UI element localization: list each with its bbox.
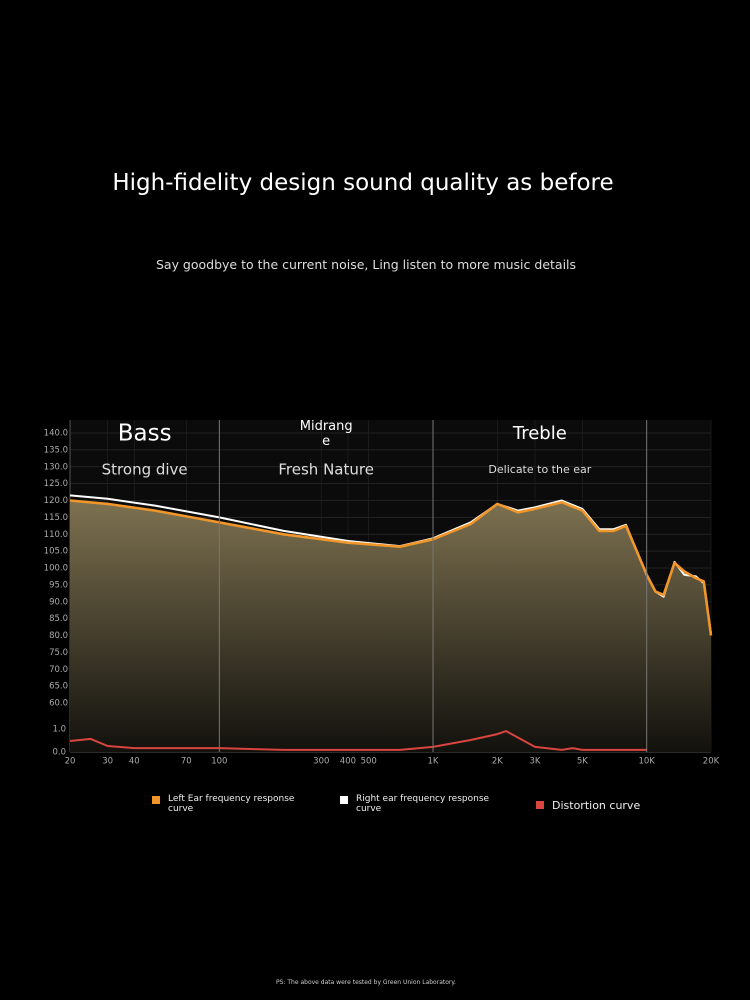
region-subtitle: Strong dive <box>102 461 188 479</box>
x-tick-label: 30 <box>102 757 113 767</box>
x-tick-label: 300 <box>313 757 329 767</box>
y-tick-label: 90.0 <box>49 597 68 607</box>
y-tick-label: 120.0 <box>44 496 68 506</box>
y-tick-label: 110.0 <box>44 530 68 540</box>
legend-swatch <box>152 796 160 804</box>
x-tick-label: 400 <box>340 757 356 767</box>
y2-tick-label: 0.0 <box>52 748 66 758</box>
y-tick-label: 70.0 <box>49 665 68 675</box>
x-tick-label: 40 <box>129 757 140 767</box>
y-tick-label: 135.0 <box>44 445 68 455</box>
y-tick-label: 115.0 <box>44 513 68 523</box>
subheadline: Say goodbye to the current noise, Ling l… <box>155 257 577 272</box>
x-tick-label: 5K <box>577 757 588 767</box>
legend-item: Left Ear frequency response curve <box>152 794 303 814</box>
x-tick-label: 20 <box>65 757 76 767</box>
legend-item: Distortion curve <box>536 799 662 812</box>
x-tick-label: 500 <box>361 757 377 767</box>
region-subtitle: Delicate to the ear <box>488 463 591 476</box>
series-line <box>69 730 647 751</box>
region-subtitle: Fresh Nature <box>278 461 374 479</box>
x-tick-label: 20K <box>703 757 720 767</box>
y-tick-label: 100.0 <box>44 564 68 574</box>
headline: High-fidelity design sound quality as be… <box>112 170 614 196</box>
y-tick-label: 130.0 <box>44 462 68 472</box>
y-tick-label: 60.0 <box>49 699 68 709</box>
region-title-line: e <box>322 434 330 449</box>
legend-item: Right ear frequency response curve <box>340 794 491 814</box>
y2-tick-label: 1.0 <box>52 725 66 735</box>
y-tick-label: 95.0 <box>49 580 68 590</box>
region-title: Bass <box>118 421 172 447</box>
y-tick-label: 140.0 <box>44 429 68 439</box>
y-tick-label: 65.0 <box>49 682 68 692</box>
x-tick-label: 1K <box>428 757 439 767</box>
region-title: Midrang e <box>300 419 353 449</box>
legend-label: Distortion curve <box>552 799 641 812</box>
legend-label: Right ear frequency response curve <box>356 794 490 814</box>
y-tick-label: 75.0 <box>49 648 68 658</box>
legend-swatch <box>536 801 544 809</box>
x-tick-label: 70 <box>181 757 192 767</box>
y-tick-label: 85.0 <box>49 614 68 624</box>
region-title: Treble <box>512 423 567 444</box>
x-tick-label: 2K <box>492 757 503 767</box>
legend-swatch <box>340 796 348 804</box>
footnote: PS: The above data were tested by Green … <box>276 979 456 986</box>
x-tick-label: 10K <box>638 757 655 767</box>
area-fill <box>70 500 711 752</box>
y-tick-label: 105.0 <box>44 547 68 557</box>
series-line <box>69 499 713 636</box>
y-tick-label: 125.0 <box>44 479 68 489</box>
y-tick-label: 80.0 <box>49 631 68 641</box>
x-tick-label: 3K <box>529 757 540 767</box>
region-title-line: Midrang <box>300 419 353 434</box>
x-tick-label: 100 <box>211 757 227 767</box>
legend-label: Left Ear frequency response curve <box>168 794 295 814</box>
